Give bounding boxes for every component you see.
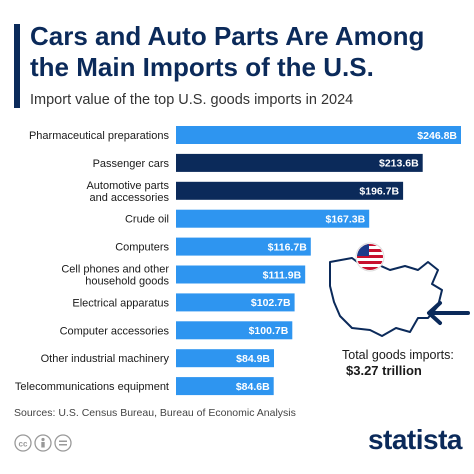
bar-3 [176, 209, 370, 228]
bar-6 [176, 293, 295, 312]
title-accent-bar [14, 24, 20, 108]
chart-subtitle: Import value of the top U.S. goods impor… [30, 92, 354, 108]
category-label-9: Telecommunications equipment [15, 381, 169, 393]
bar-7 [176, 321, 293, 340]
bar-value-label-5: $111.9B [263, 269, 302, 281]
total-imports-box [330, 343, 462, 381]
bar-1 [176, 153, 423, 172]
bar-4 [176, 237, 311, 256]
category-label-6: Electrical apparatus [72, 297, 169, 309]
creative-commons-icons: cc [14, 434, 72, 452]
category-label-3: Crude oil [125, 214, 169, 226]
bar-value-label-2: $196.7B [359, 186, 399, 198]
bar-9 [176, 377, 274, 396]
usa-map-icon [329, 257, 443, 337]
category-label-4: Computers [115, 242, 169, 254]
total-imports-value: $3.27 trillion [346, 363, 422, 378]
bar-value-label-0: $246.8B [417, 130, 457, 142]
bar-8 [176, 349, 274, 368]
bar-value-label-9: $84.6B [236, 381, 270, 393]
bar-2 [176, 181, 404, 200]
bar-5 [176, 265, 306, 284]
bar-value-label-4: $116.7B [268, 241, 308, 253]
category-label-7: Computer accessories [60, 325, 170, 337]
no-derivatives-icon [54, 434, 72, 452]
chart-title: Cars and Auto Parts Are Among the Main I… [30, 21, 425, 82]
category-label-1: Passenger cars [93, 158, 170, 170]
bar-0 [176, 126, 461, 144]
category-label-0: Pharmaceutical preparations [29, 130, 170, 142]
total-imports-label: Total goods imports: [342, 348, 454, 362]
us-flag-icon [355, 242, 385, 272]
source-note: Sources: U.S. Census Bureau, Bureau of E… [14, 407, 296, 419]
import-arrow-icon [427, 301, 470, 325]
category-label-8: Other industrial machinery [41, 353, 170, 365]
statista-logo[interactable]: statista [367, 424, 463, 455]
svg-text:cc: cc [19, 440, 28, 449]
category-label-5: Cell phones and other household goods [61, 264, 169, 288]
bar-value-label-8: $84.9B [236, 353, 270, 365]
attribution-icon [34, 434, 52, 452]
bar-value-label-7: $100.7B [249, 325, 289, 337]
bar-value-label-6: $102.7B [251, 297, 291, 309]
cc-icon: cc [14, 434, 32, 452]
category-label-2: Automotive parts and accessories [86, 180, 169, 204]
bar-value-label-3: $167.3B [325, 214, 365, 226]
bar-value-label-1: $213.6B [379, 158, 419, 170]
